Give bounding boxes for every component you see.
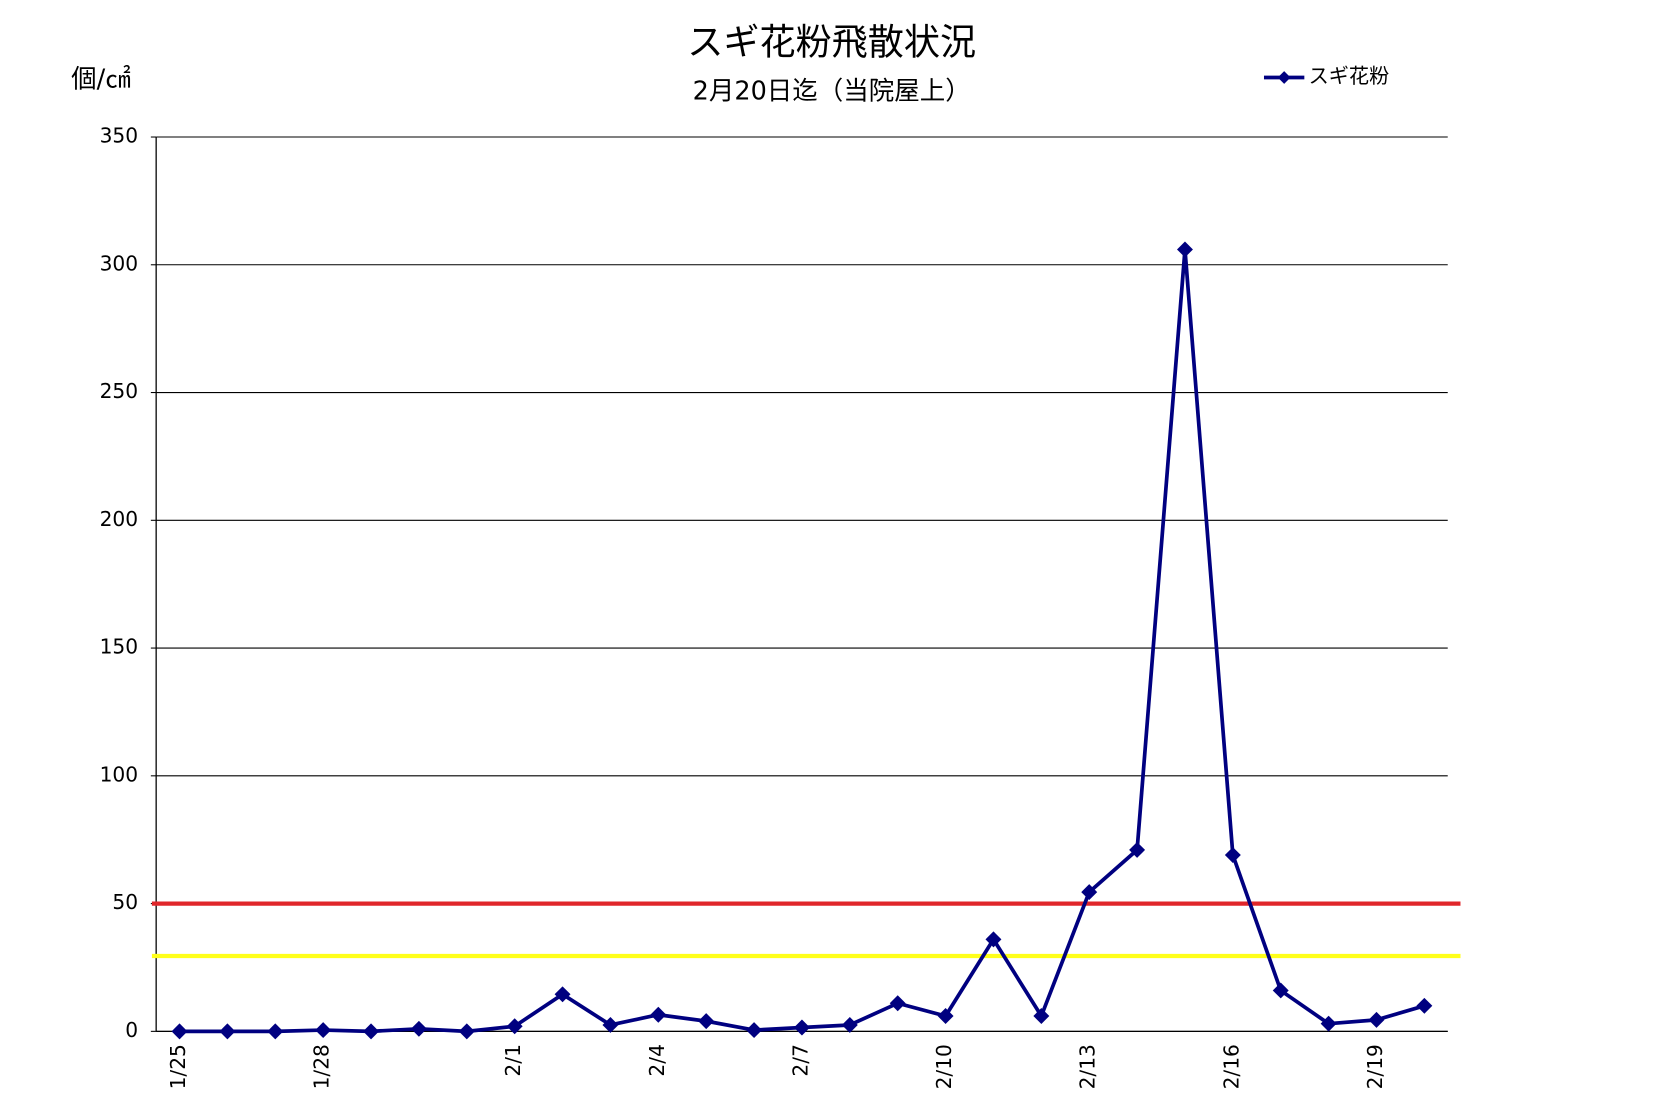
data-point xyxy=(841,1016,858,1033)
data-point xyxy=(698,1013,715,1030)
x-tick-label: 2/13 xyxy=(1076,1044,1100,1089)
x-tick-label: 2/16 xyxy=(1219,1044,1243,1089)
data-point xyxy=(219,1023,236,1040)
chart-title: スギ花粉飛散状況 xyxy=(687,21,976,64)
y-tick-label: 300 xyxy=(100,251,139,275)
data-point xyxy=(554,986,571,1003)
chart-subtitle: 2月20日迄（当院屋上） xyxy=(693,76,971,106)
y-tick-label: 350 xyxy=(100,124,139,148)
data-point xyxy=(1368,1011,1385,1028)
data-point xyxy=(1177,241,1193,258)
data-point xyxy=(889,995,906,1012)
legend-label: スギ花粉 xyxy=(1309,64,1390,88)
data-point xyxy=(506,1018,523,1035)
x-tick-label: 2/7 xyxy=(788,1044,812,1076)
legend-marker xyxy=(1277,71,1291,84)
data-point xyxy=(793,1019,810,1036)
x-tick-label: 2/1 xyxy=(501,1044,525,1076)
data-point xyxy=(171,1023,188,1040)
data-point xyxy=(267,1023,284,1040)
data-point xyxy=(315,1022,332,1039)
data-point xyxy=(363,1023,380,1040)
x-tick-label: 2/10 xyxy=(932,1044,956,1089)
data-point xyxy=(458,1023,475,1040)
data-point xyxy=(650,1006,667,1023)
data-point xyxy=(1224,847,1241,864)
x-tick-label: 2/19 xyxy=(1363,1044,1387,1089)
y-tick-label: 100 xyxy=(100,762,139,786)
y-tick-label: 200 xyxy=(100,507,139,531)
y-tick-label: 0 xyxy=(125,1018,138,1042)
x-tick-label: 1/28 xyxy=(310,1044,334,1089)
y-tick-label: 50 xyxy=(112,890,138,914)
data-point xyxy=(985,931,1002,948)
y-tick-label: 250 xyxy=(100,379,139,403)
data-point xyxy=(1272,982,1289,999)
x-tick-label: 2/4 xyxy=(645,1044,669,1076)
y-tick-label: 150 xyxy=(100,635,139,659)
data-point xyxy=(746,1022,763,1039)
data-point xyxy=(1416,997,1433,1014)
data-point xyxy=(410,1020,427,1037)
x-tick-label: 1/25 xyxy=(166,1044,190,1089)
data-point xyxy=(937,1008,954,1024)
series-line xyxy=(179,247,1425,1034)
y-axis-label: 個/㎠ xyxy=(71,65,131,95)
